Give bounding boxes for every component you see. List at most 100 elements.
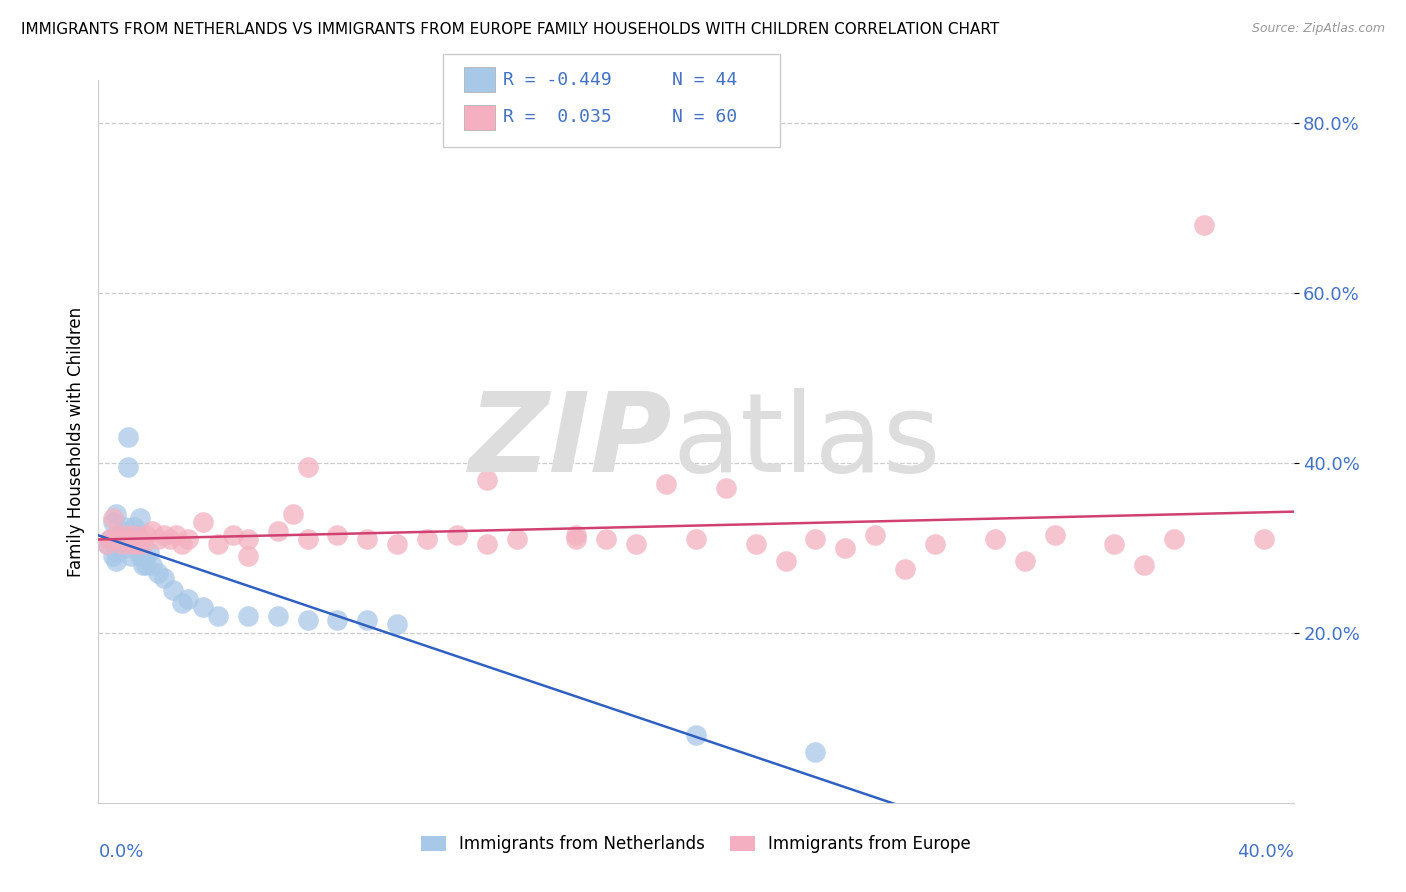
Point bbox=[626, 536, 648, 550]
Point bbox=[172, 596, 194, 610]
Point bbox=[127, 541, 149, 555]
Point bbox=[132, 558, 155, 572]
Point bbox=[1104, 536, 1126, 550]
Point bbox=[114, 541, 136, 555]
Legend: Immigrants from Netherlands, Immigrants from Europe: Immigrants from Netherlands, Immigrants … bbox=[415, 828, 977, 860]
Point bbox=[124, 533, 146, 547]
Point bbox=[108, 533, 131, 547]
Point bbox=[297, 533, 319, 547]
Point bbox=[153, 570, 176, 584]
Point bbox=[356, 533, 378, 547]
Point bbox=[120, 549, 142, 564]
Point bbox=[138, 545, 160, 559]
Point bbox=[267, 608, 290, 623]
Point bbox=[141, 558, 163, 572]
Point bbox=[124, 528, 146, 542]
Point bbox=[385, 536, 409, 550]
Point bbox=[117, 460, 139, 475]
Point bbox=[565, 533, 588, 547]
Point bbox=[191, 516, 214, 530]
Point bbox=[98, 533, 122, 547]
Point bbox=[984, 533, 1007, 547]
Point bbox=[103, 511, 125, 525]
Point bbox=[117, 430, 139, 444]
Point bbox=[924, 536, 946, 550]
Point bbox=[105, 545, 128, 559]
Point bbox=[655, 477, 678, 491]
Text: N = 44: N = 44 bbox=[672, 71, 737, 89]
Point bbox=[141, 524, 163, 538]
Point bbox=[714, 481, 737, 495]
Point bbox=[177, 533, 200, 547]
Point bbox=[326, 613, 349, 627]
Y-axis label: Family Households with Children: Family Households with Children bbox=[66, 307, 84, 576]
Point bbox=[685, 533, 707, 547]
Point bbox=[804, 745, 827, 759]
Point bbox=[775, 553, 797, 567]
Point bbox=[281, 507, 304, 521]
Text: N = 60: N = 60 bbox=[672, 108, 737, 126]
Point bbox=[297, 460, 319, 475]
Point bbox=[385, 617, 409, 632]
Point bbox=[222, 528, 245, 542]
Point bbox=[834, 541, 856, 555]
Point bbox=[565, 528, 588, 542]
Point bbox=[207, 608, 229, 623]
Point bbox=[127, 536, 149, 550]
Point bbox=[356, 613, 378, 627]
Point bbox=[804, 533, 827, 547]
Point bbox=[129, 511, 152, 525]
Text: IMMIGRANTS FROM NETHERLANDS VS IMMIGRANTS FROM EUROPE FAMILY HOUSEHOLDS WITH CHI: IMMIGRANTS FROM NETHERLANDS VS IMMIGRANT… bbox=[21, 22, 1000, 37]
Point bbox=[1133, 558, 1156, 572]
Point bbox=[297, 613, 319, 627]
Point bbox=[416, 533, 439, 547]
Text: 40.0%: 40.0% bbox=[1237, 843, 1294, 861]
Point bbox=[124, 519, 146, 533]
Point bbox=[745, 536, 768, 550]
Point bbox=[135, 558, 157, 572]
Point bbox=[326, 528, 349, 542]
Point bbox=[103, 516, 125, 530]
Point bbox=[148, 566, 170, 581]
Point bbox=[111, 536, 134, 550]
Point bbox=[114, 519, 136, 533]
Point bbox=[105, 553, 128, 567]
Point bbox=[105, 528, 128, 542]
Text: 0.0%: 0.0% bbox=[98, 843, 143, 861]
Point bbox=[177, 591, 200, 606]
Point bbox=[1043, 528, 1066, 542]
Point bbox=[132, 536, 155, 550]
Point bbox=[475, 536, 498, 550]
Point bbox=[162, 583, 184, 598]
Point bbox=[1163, 533, 1185, 547]
Point bbox=[108, 536, 131, 550]
Text: Source: ZipAtlas.com: Source: ZipAtlas.com bbox=[1251, 22, 1385, 36]
Point bbox=[191, 600, 214, 615]
Point bbox=[207, 536, 229, 550]
Point bbox=[267, 524, 290, 538]
Point bbox=[236, 549, 259, 564]
Point bbox=[132, 549, 155, 564]
Point bbox=[1192, 218, 1215, 232]
Point bbox=[236, 608, 259, 623]
Point bbox=[96, 536, 118, 550]
Point bbox=[865, 528, 887, 542]
Point bbox=[685, 728, 707, 742]
Point bbox=[127, 528, 149, 542]
Point bbox=[120, 533, 142, 547]
Point bbox=[129, 533, 152, 547]
Point bbox=[159, 533, 181, 547]
Point bbox=[1253, 533, 1275, 547]
Point bbox=[148, 533, 170, 547]
Point bbox=[108, 533, 131, 547]
Text: ZIP: ZIP bbox=[468, 388, 672, 495]
Point bbox=[172, 536, 194, 550]
Text: R =  0.035: R = 0.035 bbox=[503, 108, 612, 126]
Point bbox=[111, 528, 134, 542]
Point bbox=[103, 549, 125, 564]
Point bbox=[105, 507, 128, 521]
Point bbox=[595, 533, 617, 547]
Point bbox=[111, 524, 134, 538]
Point bbox=[1014, 553, 1036, 567]
Point bbox=[96, 536, 118, 550]
